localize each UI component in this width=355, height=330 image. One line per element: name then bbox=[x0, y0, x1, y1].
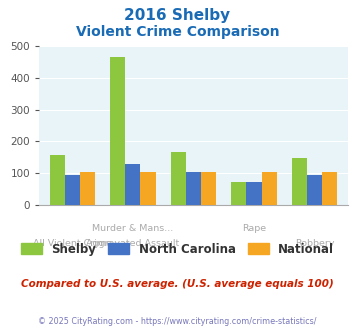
Bar bbox=[246, 182, 262, 205]
Bar bbox=[141, 172, 155, 205]
Text: Violent Crime Comparison: Violent Crime Comparison bbox=[76, 25, 279, 39]
Text: 2016 Shelby: 2016 Shelby bbox=[125, 8, 230, 23]
Text: Murder & Mans...: Murder & Mans... bbox=[92, 224, 174, 233]
Bar bbox=[292, 158, 307, 205]
Bar bbox=[231, 182, 246, 205]
Bar bbox=[262, 172, 277, 205]
Text: Compared to U.S. average. (U.S. average equals 100): Compared to U.S. average. (U.S. average … bbox=[21, 279, 334, 289]
Bar bbox=[201, 172, 216, 205]
Text: Rape: Rape bbox=[242, 224, 266, 233]
Bar bbox=[125, 164, 141, 205]
Text: All Violent Crime: All Violent Crime bbox=[33, 239, 112, 248]
Bar bbox=[186, 172, 201, 205]
Text: Robbery: Robbery bbox=[295, 239, 334, 248]
Text: Aggravated Assault: Aggravated Assault bbox=[86, 239, 180, 248]
Text: © 2025 CityRating.com - https://www.cityrating.com/crime-statistics/: © 2025 CityRating.com - https://www.city… bbox=[38, 317, 317, 326]
Bar bbox=[110, 57, 125, 205]
Bar bbox=[171, 152, 186, 205]
Legend: Shelby, North Carolina, National: Shelby, North Carolina, National bbox=[15, 237, 340, 262]
Bar bbox=[65, 175, 80, 205]
Bar bbox=[80, 172, 95, 205]
Bar bbox=[50, 155, 65, 205]
Bar bbox=[307, 176, 322, 205]
Bar bbox=[322, 172, 337, 205]
